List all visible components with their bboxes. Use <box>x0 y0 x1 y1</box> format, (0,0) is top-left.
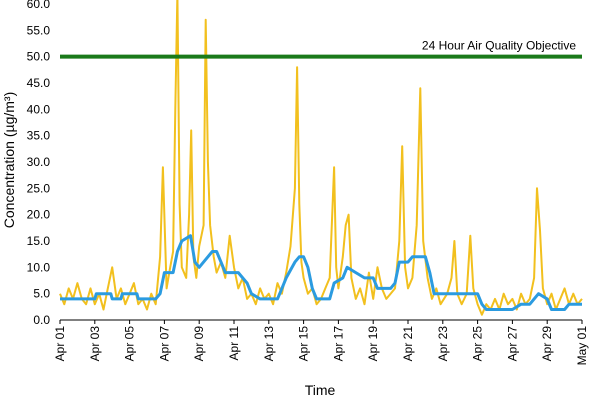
x-tick-label: Apr 23 <box>436 326 450 362</box>
y-tick-label: 25.0 <box>27 181 51 195</box>
y-tick-label: 55.0 <box>27 23 51 37</box>
y-tick-label: 40.0 <box>27 102 51 116</box>
y-tick-label: 45.0 <box>27 76 51 90</box>
plot-area: 24 Hour Air Quality Objective <box>59 0 583 321</box>
x-tick-label: Apr 11 <box>227 326 241 361</box>
y-axis-title: Concentration (µg/m³) <box>1 92 17 228</box>
x-tick-label: Apr 27 <box>505 326 519 362</box>
x-axis-title: Time <box>305 382 336 398</box>
y-tick-label: 15.0 <box>27 234 51 248</box>
x-tick-label: Apr 21 <box>401 326 415 362</box>
x-tick-label: May 01 <box>575 326 589 366</box>
y-tick-label: 50.0 <box>27 50 51 64</box>
x-tick-label: Apr 01 <box>53 326 67 362</box>
x-tick-label: Apr 17 <box>331 326 345 362</box>
x-tick-label: Apr 25 <box>471 326 485 362</box>
y-tick-label: 30.0 <box>27 155 51 169</box>
y-tick-label: 35.0 <box>27 129 51 143</box>
x-tick-label: Apr 07 <box>157 326 171 362</box>
y-tick-label: 10.0 <box>27 260 51 274</box>
x-tick-label: Apr 13 <box>262 326 276 362</box>
x-tick-label: Apr 03 <box>88 326 102 362</box>
x-tick-label: Apr 19 <box>366 326 380 362</box>
x-axis-ticks: Apr 01 Apr 03 Apr 05 Apr 07 Apr 09 Apr 11 Apr … <box>53 320 589 365</box>
series-layer <box>59 0 583 316</box>
y-tick-label: 0.0 <box>33 313 50 327</box>
y-tick-label: 60.0 <box>27 0 51 11</box>
reference-line-label: 24 Hour Air Quality Objective <box>422 39 576 53</box>
y-axis-ticks: 0.0 5.0 10.0 15.0 20.0 25.0 30.0 35.0 40.0 45.0 50… <box>27 0 51 327</box>
y-tick-label: 20.0 <box>27 208 51 222</box>
y-tick-label: 5.0 <box>33 287 50 301</box>
series-line-24h-average <box>60 234 582 311</box>
x-tick-label: Apr 05 <box>123 326 137 362</box>
x-tick-label: Apr 29 <box>540 326 554 362</box>
x-tick-label: Apr 15 <box>297 326 311 362</box>
x-tick-label: Apr 09 <box>192 326 206 362</box>
